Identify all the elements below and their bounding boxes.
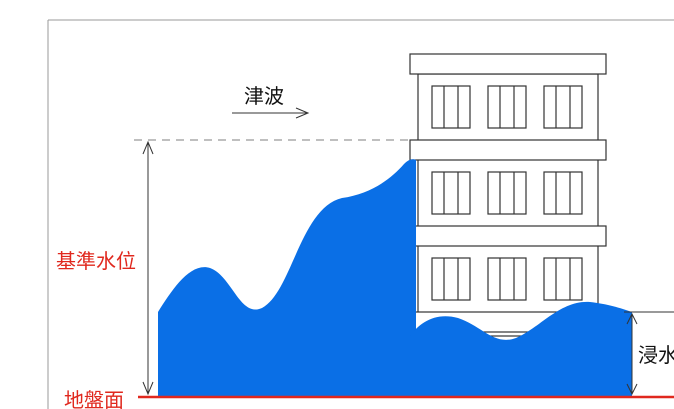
inundation-dimension-arrow xyxy=(624,311,674,396)
window xyxy=(431,171,471,215)
floor-slab-2 xyxy=(409,225,607,247)
tsunami-label: 津波 xyxy=(244,84,284,108)
reference-water-level-label: 基準水位 xyxy=(56,249,136,273)
window xyxy=(487,257,527,301)
reference-level-dimension-arrow xyxy=(142,140,154,396)
floor-slab-1 xyxy=(409,139,607,161)
ground-surface-label: 地盤面 xyxy=(64,388,124,409)
right-arrow-icon xyxy=(232,107,310,119)
window xyxy=(431,85,471,129)
window xyxy=(431,257,471,301)
inundation-label: 浸水 xyxy=(638,343,674,367)
roof-slab xyxy=(409,53,607,75)
building xyxy=(409,53,607,337)
window xyxy=(487,171,527,215)
inundation-water-right xyxy=(410,301,632,396)
window xyxy=(543,171,583,215)
window xyxy=(487,85,527,129)
tsunami-water-left xyxy=(158,159,416,396)
window xyxy=(543,257,583,301)
window xyxy=(543,85,583,129)
